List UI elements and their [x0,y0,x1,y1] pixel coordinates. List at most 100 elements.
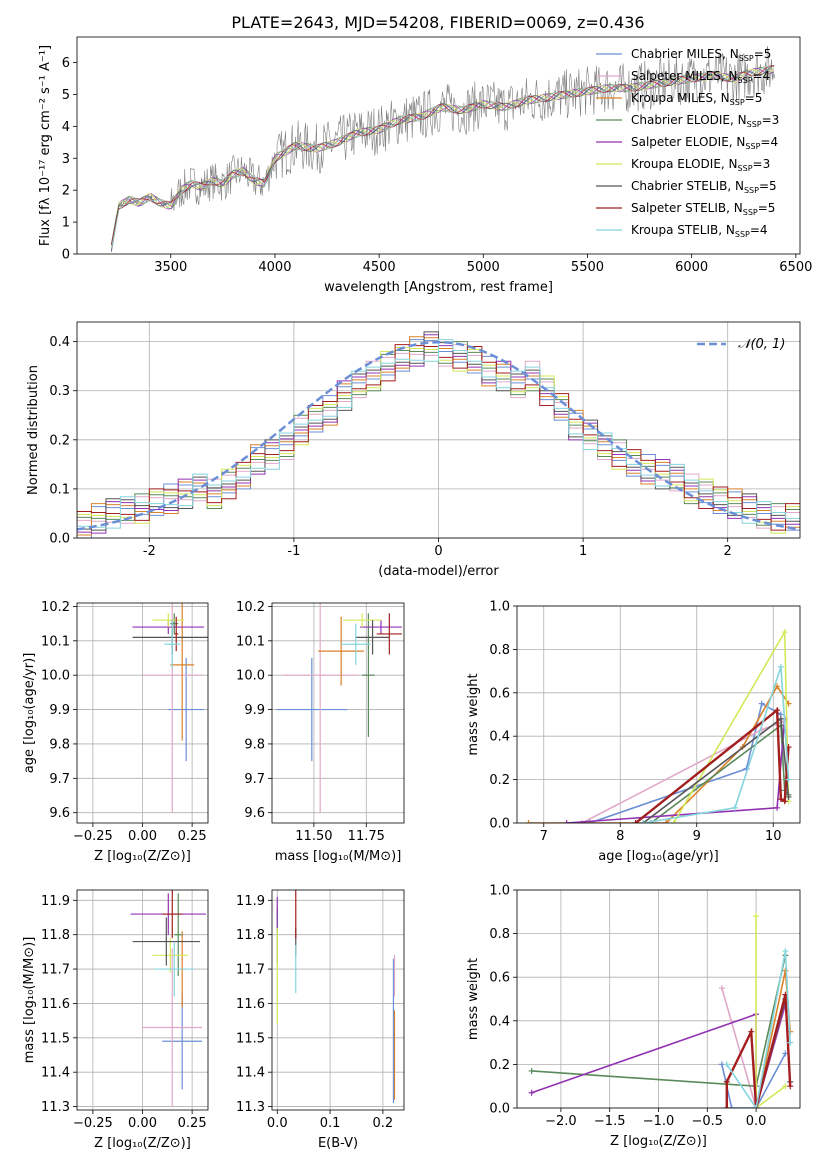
y-tick-label: 11.6 [236,997,265,1012]
y-tick-label: 0.8 [489,643,510,658]
y-tick-label: 10.2 [236,600,265,615]
x-tick-label: −1.5 [594,1114,626,1129]
x-tick-label: 6500 [779,260,812,275]
spectrum-panel: 3500 4000 4500 5000 5500 6000 6500 0 1 2 3 4 5 6 wavel… [38,36,812,295]
y-axis-label: mass [log₁₀(M/M⊙)] [22,937,37,1064]
mass-weight-marker [787,1083,794,1090]
axes-frame [76,889,209,1111]
axes-frame [516,889,801,1109]
x-tick-label: −0.25 [73,1116,113,1131]
x-tick-label: 0.00 [128,1116,157,1131]
y-tick-label: 11.4 [236,1066,265,1081]
x-tick-label: 3500 [154,260,187,275]
x-tick-label: −0.5 [692,1114,724,1129]
y-tick-label: 0.6 [489,686,510,701]
mass-weight-line [726,950,791,1108]
histogram-panel: -2 -1 0 1 2 0.0 0.1 0.2 0.3 0.4 (data-model)/error… [26,321,801,579]
z-age-panel: −0.25 0.00 0.25 9.6 9.7 9.8 9.9 10.0 10.1 10.2 Z [… [22,600,209,864]
mass-weight-marker [774,804,781,811]
legend-entry: Kroupa ELODIE, NSSP=3 [631,157,770,173]
mass-weight-marker [781,798,788,805]
model-spectrum-line [111,67,775,248]
mass-weight-marker [774,707,781,714]
model-spectrum-line [111,65,775,246]
mass-weight-marker [632,820,639,823]
y-tick-label: 0 [62,248,70,263]
y-tick-label: 11.7 [41,963,70,978]
mass-weight-marker [663,820,670,823]
legend-entry-main: Kroupa STELIB, N [631,223,735,237]
y-tick-label: 6 [62,56,70,71]
y-tick-label: 11.6 [41,997,70,1012]
legend-entry-tail: =4 [753,69,771,83]
x-tick-label: 11.50 [295,829,332,844]
y-tick-label: 11.5 [41,1031,70,1046]
x-tick-label: 11.75 [348,829,385,844]
legend-entry: Chabrier ELODIE, NSSP=3 [631,113,779,129]
y-tick-label: 11.9 [236,894,265,909]
y-tick-label: 0.6 [489,971,510,986]
x-tick-label: 9 [693,829,701,844]
mass-weight-marker [579,820,586,823]
mass-weight-marker [723,1061,730,1068]
y-axis-label: age [log₁₀(age/yr)] [22,653,37,774]
y-tick-label: 11.7 [236,963,265,978]
axes-frame [516,605,801,824]
legend-entry: Kroupa STELIB, NSSP=4 [631,223,768,239]
mass-weight-line [755,916,786,1108]
mass-weight-marker [777,663,784,670]
x-tick-label: 4500 [363,260,396,275]
mass-age-panel-plot [276,603,402,813]
x-axis-label: (data-model)/error [378,564,499,579]
legend-entry-tail: =5 [754,47,772,61]
mass-weight-marker [670,820,677,823]
z-mass-panel: −0.25 0.00 0.25 11.3 11.4 11.5 11.6 11.7 11.8 11.… [22,889,209,1151]
x-tick-label: −1.0 [643,1114,675,1129]
y-tick-label: 5 [62,88,70,103]
y-tick-label: 11.4 [41,1066,70,1081]
mass-weight-marker [528,1067,535,1074]
legend-entry-main: Chabrier STELIB, N [631,179,744,193]
y-tick-label: 10.0 [236,669,265,684]
x-tick-label: 0 [434,544,442,559]
legend-entry-sub: SSP [739,54,754,63]
y-tick-label: 10.1 [236,634,265,649]
mass-weight-marker [781,629,788,636]
mass-weight-marker [758,700,765,707]
age-weight-panel-plot [525,629,792,823]
y-tick-label: 9.9 [49,703,70,718]
y-tick-label: 11.9 [41,894,70,909]
y-tick-label: 11.3 [41,1100,70,1115]
y-axis-label: Flux [fλ 10⁻¹⁷ erg cm⁻² s⁻¹ A⁻¹] [38,45,53,246]
y-tick-label: 9.8 [49,737,70,752]
legend-entry-sub: SSP [735,230,750,239]
x-tick-label: 5000 [467,260,500,275]
x-tick-label: 2 [724,544,732,559]
legend-entry: Kroupa MILES, NSSP=5 [631,91,762,107]
y-tick-label: 9.9 [244,703,265,718]
legend-entry-tail: =5 [759,179,777,193]
legend-entry-tail: =5 [745,91,763,105]
axes-frame [76,602,209,824]
mass-weight-line [650,723,790,823]
x-axis-label: wavelength [Angstrom, rest frame] [324,280,553,295]
model-spectrum-line [111,65,775,249]
model-spectrum-line [111,65,775,245]
mass-weight-marker [785,793,792,800]
mass-weight-line [642,717,790,823]
y-tick-label: 0.2 [489,773,510,788]
figure-title: PLATE=2643, MJD=54208, FIBERID=0069, z=0… [231,13,644,32]
mass-weight-line [643,666,790,823]
legend-entry-tail: =4 [750,223,768,237]
y-tick-label: 4 [62,120,70,135]
x-tick-label: 10 [765,829,782,844]
x-tick-label: -1 [287,544,300,559]
axes-frame [271,889,405,1111]
legend-entry-tail: =3 [753,157,771,171]
ebv-mass-panel: 0.0 0.1 0.2 11.3 11.4 11.5 11.6 11.7 11.8 11.9 E(B… [236,889,405,1151]
legend-entry-sub: SSP [738,76,753,85]
legend-entry: Salpeter STELIB, NSSP=5 [631,201,775,217]
x-axis-label: E(B-V) [318,1136,358,1151]
y-tick-label: 0.2 [489,1058,510,1073]
